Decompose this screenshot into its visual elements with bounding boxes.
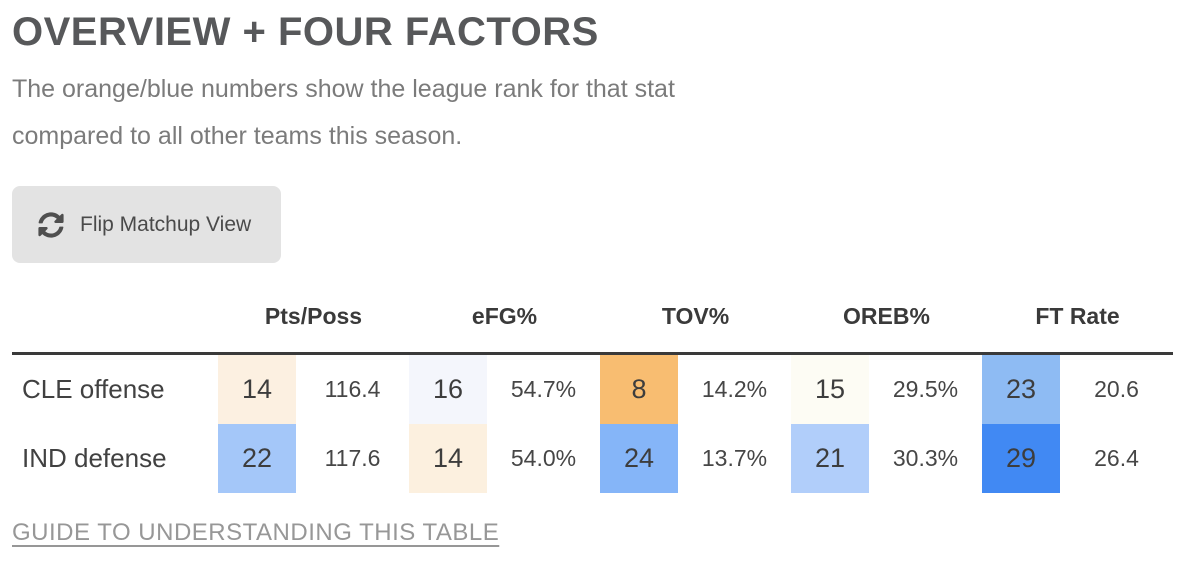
value-cell: 30.3% (892, 445, 959, 471)
value-cell: 117.6 (324, 445, 381, 471)
value-cell: 26.4 (1094, 445, 1139, 471)
page-subtitle: The orange/blue numbers show the league … (12, 66, 1168, 160)
four-factors-table: Pts/Poss eFG% TOV% OREB% FT Rate CLE off… (12, 303, 1173, 493)
rank-cell: 29 (982, 424, 1060, 493)
row-label: IND defense (22, 443, 167, 473)
rank-cell: 21 (791, 424, 869, 493)
column-header-tov: TOV% (600, 303, 791, 355)
subtitle-line-2: compared to all other teams this season. (12, 122, 463, 150)
rank-cell: 14 (409, 424, 487, 493)
value-cell: 14.2% (701, 376, 768, 402)
row-label: CLE offense (22, 374, 165, 404)
value-cell: 54.0% (510, 445, 577, 471)
guide-link[interactable]: GUIDE TO UNDERSTANDING THIS TABLE (12, 519, 500, 546)
value-cell: 29.5% (892, 376, 959, 402)
value-cell: 116.4 (324, 376, 381, 402)
subtitle-line-1: The orange/blue numbers show the league … (12, 75, 675, 103)
rank-cell: 15 (791, 355, 869, 424)
value-cell: 54.7% (510, 376, 577, 402)
value-cell: 13.7% (701, 445, 768, 471)
column-header-oreb: OREB% (791, 303, 982, 355)
flip-matchup-view-label: Flip Matchup View (80, 212, 252, 236)
refresh-sync-icon (38, 211, 64, 238)
flip-matchup-view-button[interactable]: Flip Matchup View (12, 186, 282, 263)
rank-cell: 24 (600, 424, 678, 493)
rank-cell: 23 (982, 355, 1060, 424)
value-cell: 20.6 (1094, 376, 1139, 402)
column-header-efg: eFG% (409, 303, 600, 355)
rank-cell: 22 (218, 424, 296, 493)
rank-cell: 16 (409, 355, 487, 424)
page-title: OVERVIEW + FOUR FACTORS (12, 10, 599, 54)
rank-cell: 8 (600, 355, 678, 424)
rank-cell: 14 (218, 355, 296, 424)
column-header-ft-rate: FT Rate (982, 303, 1173, 355)
header-spacer (12, 303, 218, 355)
column-header-pts-poss: Pts/Poss (218, 303, 409, 355)
